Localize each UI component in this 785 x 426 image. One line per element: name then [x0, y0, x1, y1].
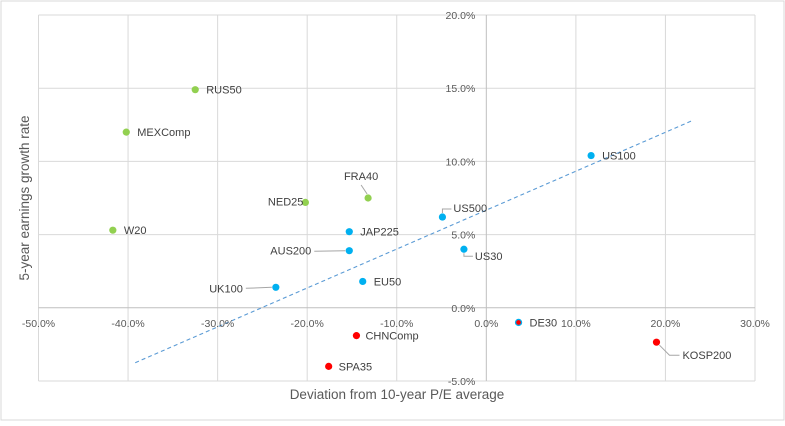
- x-tick-labels: -50.0% -40.0% -30.0% -20.0% -10.0% 0.0% 10.0% 2…: [22, 318, 770, 330]
- data-point-jap225: [345, 228, 353, 236]
- x-tick-label: 30.0%: [740, 318, 770, 330]
- data-point-mexcomp: [122, 128, 130, 136]
- y-tick-label: -5.0%: [448, 376, 475, 388]
- x-tick-label: -50.0%: [22, 318, 55, 330]
- x-tick-label: -40.0%: [111, 318, 144, 330]
- data-point-w20: [109, 226, 117, 234]
- data-label-us100: US100: [602, 151, 636, 163]
- leader-lines: [245, 184, 680, 356]
- data-point-us30: [460, 245, 468, 253]
- y-tick-label: 0.0%: [451, 303, 475, 315]
- data-label-ned25: NED25: [268, 196, 303, 208]
- axes: [38, 15, 755, 381]
- data-label-de30: DE30: [530, 317, 558, 329]
- data-labels: RUS50 MEXComp W20 NED25 FRA40 JAP225 AUS200 UK1…: [124, 85, 732, 374]
- y-tick-labels: -5.0% 0.0% 5.0% 10.0% 15.0% 20.0%: [446, 10, 476, 388]
- leader-line-kosp200: [659, 344, 680, 356]
- data-label-us500: US500: [453, 203, 487, 215]
- x-tick-label: -30.0%: [201, 318, 234, 330]
- data-label-kosp200: KOSP200: [682, 350, 731, 362]
- x-tick-label: -10.0%: [380, 318, 413, 330]
- leader-line-uk100: [245, 286, 272, 289]
- x-tick-label: -20.0%: [291, 318, 324, 330]
- data-point-kosp200: [652, 338, 661, 346]
- leader-line-aus200: [314, 250, 346, 252]
- gridlines: [38, 14, 756, 382]
- data-point-chncomp: [352, 332, 361, 340]
- data-label-rus50: RUS50: [206, 85, 241, 97]
- y-tick-label: 20.0%: [446, 10, 476, 22]
- x-tick-label: 20.0%: [651, 318, 681, 330]
- data-label-mexcomp: MEXComp: [137, 127, 190, 139]
- data-points: [109, 86, 661, 370]
- data-label-eu50: EU50: [374, 276, 402, 288]
- data-point-us100: [587, 151, 595, 160]
- data-point-uk100: [272, 283, 280, 291]
- x-axis-title: Deviation from 10-year P/E average: [290, 387, 505, 402]
- data-point-fra40: [364, 194, 372, 202]
- x-tick-label: 10.0%: [561, 318, 591, 330]
- data-label-chncomp: CHNComp: [365, 331, 418, 343]
- y-tick-label: 10.0%: [446, 156, 476, 168]
- data-label-uk100: UK100: [209, 283, 243, 295]
- y-tick-label: 15.0%: [446, 83, 476, 95]
- data-point-aus200: [345, 247, 353, 255]
- trendline: [135, 120, 692, 364]
- data-point-ned25: [301, 198, 309, 206]
- y-tick-label: 5.0%: [451, 230, 475, 242]
- data-label-spa35: SPA35: [339, 361, 372, 373]
- data-point-spa35: [325, 362, 333, 370]
- leader-line-us30: [463, 253, 473, 257]
- x-tick-label: 0.0%: [474, 318, 498, 330]
- data-point-us500: [438, 213, 447, 221]
- leader-line-fra40: [360, 184, 368, 195]
- data-label-jap225: JAP225: [360, 227, 399, 239]
- data-label-w20: W20: [124, 225, 147, 237]
- y-axis-title: 5-year earnings growth rate: [17, 115, 32, 280]
- data-label-aus200: AUS200: [270, 246, 311, 258]
- trendline-layer: [135, 120, 692, 364]
- data-point-eu50: [359, 277, 367, 286]
- data-point-rus50: [191, 86, 199, 94]
- leader-line-us500: [441, 208, 452, 214]
- data-point-de30: [514, 318, 523, 327]
- data-label-us30: US30: [475, 251, 503, 263]
- data-label-fra40: FRA40: [344, 171, 378, 183]
